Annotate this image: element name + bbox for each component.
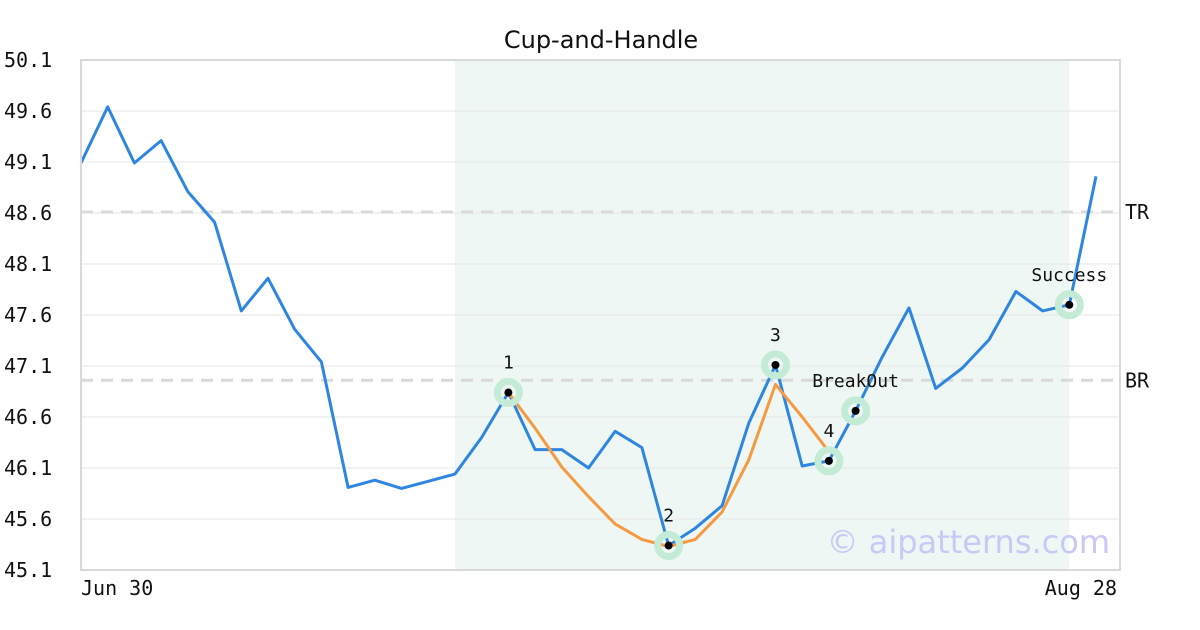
y-tick-label: 46.6 [4, 405, 52, 429]
marker-dot [1065, 300, 1074, 309]
marker-label: BreakOut [812, 371, 899, 392]
marker-label: Success [1031, 265, 1107, 286]
reference-line-label: BR [1125, 368, 1150, 392]
y-tick-label: 50.1 [4, 48, 52, 72]
x-tick-label: Jun 30 [81, 576, 153, 600]
y-tick-label: 47.1 [4, 354, 52, 378]
series-line [79, 105, 1098, 547]
watermark: © aipatterns.com [827, 523, 1110, 561]
y-tick-label: 49.1 [4, 150, 52, 174]
reference-line-label: TR [1125, 200, 1150, 224]
marker-ring [654, 531, 684, 561]
marker-ring [814, 446, 844, 476]
y-tick-label: 46.1 [4, 456, 52, 480]
marker-ring [841, 396, 871, 426]
marker-ring [493, 378, 523, 408]
marker-ring [760, 350, 790, 380]
marker-dot [824, 456, 833, 465]
marker-dot [851, 406, 860, 415]
y-tick-label: 48.1 [4, 252, 52, 276]
y-tick-label: 45.6 [4, 507, 52, 531]
marker-label: 4 [823, 421, 834, 442]
y-tick-label: 47.6 [4, 303, 52, 327]
marker-label: 3 [770, 325, 781, 346]
marker-label: 1 [503, 353, 514, 374]
y-tick-label: 49.6 [4, 99, 52, 123]
y-tick-label: 45.1 [4, 558, 52, 582]
y-tick-label: 48.6 [4, 201, 52, 225]
marker-dot [664, 541, 673, 550]
marker-dot [771, 360, 780, 369]
marker-label: 2 [663, 506, 674, 527]
plot-frame [80, 59, 1121, 571]
x-tick-label: Aug 28 [1045, 576, 1117, 600]
chart-title: Cup-and-Handle [504, 26, 698, 54]
marker-ring [1054, 290, 1084, 320]
marker-dot [504, 388, 513, 397]
